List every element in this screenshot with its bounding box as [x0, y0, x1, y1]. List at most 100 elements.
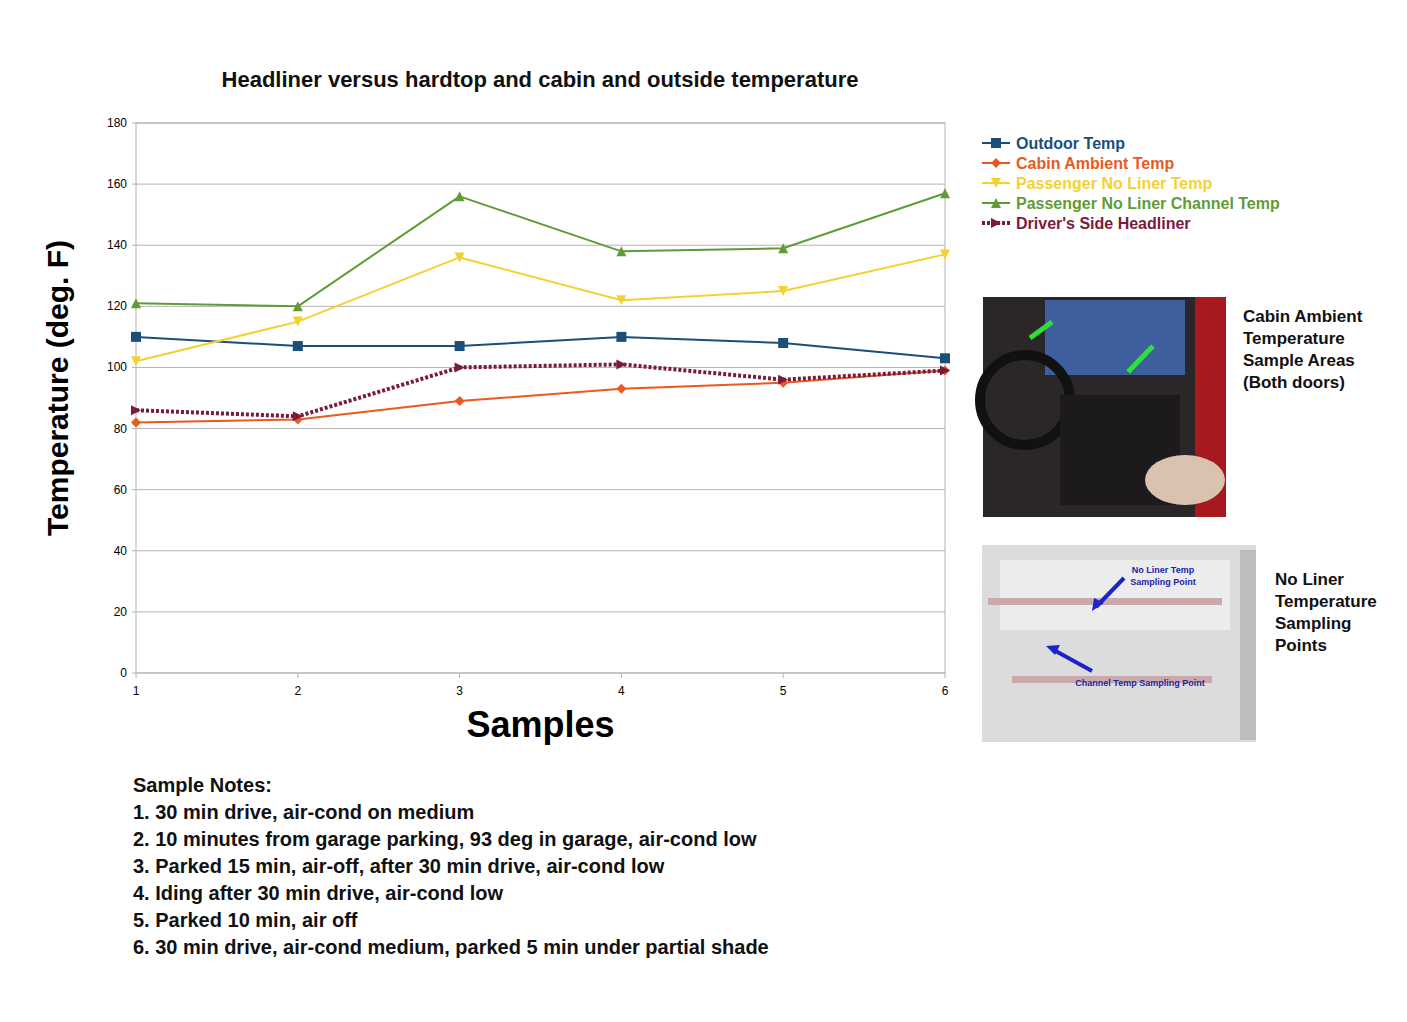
series-point: [616, 246, 626, 256]
note-item: 4. Iding after 30 min drive, air-cond lo…: [133, 882, 504, 904]
grid-line: [136, 245, 945, 246]
x-tick-label: 6: [942, 684, 949, 698]
series-point: [131, 298, 141, 308]
x-tick: [136, 673, 137, 678]
y-tick-label: 140: [107, 238, 127, 252]
note-item: 3. Parked 15 min, air-off, after 30 min …: [133, 855, 665, 877]
y-tick-label: 180: [107, 116, 127, 130]
y-tick: [132, 550, 136, 551]
series-point: [940, 249, 950, 259]
y-tick-label: 60: [114, 483, 128, 497]
y-tick: [132, 184, 136, 185]
grid-line: [136, 489, 945, 490]
chart-title: Headliner versus hardtop and cabin and o…: [222, 67, 859, 92]
series-point: [455, 252, 465, 262]
x-axis-title: Samples: [466, 704, 614, 745]
legend-marker: [991, 218, 1001, 228]
series-point: [131, 405, 141, 415]
series-point: [778, 375, 788, 385]
y-tick-label: 160: [107, 177, 127, 191]
legend-marker: [991, 178, 1001, 188]
plot-frame: [136, 123, 945, 673]
annotation-text: (Both doors): [1243, 373, 1345, 392]
annotation-text: Cabin Ambient: [1243, 307, 1363, 326]
x-tick-label: 1: [133, 684, 140, 698]
series-point: [131, 332, 141, 342]
photo-panel: [1000, 560, 1230, 630]
photo-arrow-head: [1046, 645, 1060, 655]
legend-label: Driver's Side Headliner: [1016, 215, 1191, 232]
photo-bg: [982, 545, 1256, 742]
annotation-text: Temperature: [1275, 592, 1377, 611]
series-point: [616, 332, 626, 342]
legend-label: Passenger No Liner Temp: [1016, 175, 1212, 192]
x-tick-label: 2: [294, 684, 301, 698]
series-point: [778, 286, 788, 296]
annotation-text: No Liner: [1275, 570, 1344, 589]
series-point: [131, 417, 141, 427]
grid-line: [136, 184, 945, 185]
series-line: [136, 364, 945, 416]
x-tick-label: 4: [618, 684, 625, 698]
series-line: [136, 337, 945, 358]
series-point: [455, 191, 465, 201]
legend-label: Cabin Ambient Temp: [1016, 155, 1174, 172]
series-point: [616, 359, 626, 369]
y-axis-title: Temperature (deg. F): [41, 240, 74, 536]
note-item: 6. 30 min drive, air-cond medium, parked…: [133, 936, 769, 958]
series-point: [293, 411, 303, 421]
series-line: [136, 254, 945, 361]
photo-arrow: [1052, 649, 1092, 671]
x-tick-label: 3: [456, 684, 463, 698]
y-tick: [132, 673, 136, 674]
series-point: [616, 384, 626, 394]
chart-root: Headliner versus hardtop and cabin and o…: [0, 0, 1407, 1022]
y-tick-label: 0: [120, 666, 127, 680]
y-tick-label: 40: [114, 544, 128, 558]
y-tick-label: 20: [114, 605, 128, 619]
legend-marker: [991, 158, 1001, 168]
photo-window: [1045, 300, 1185, 375]
x-tick: [459, 673, 460, 678]
y-tick: [132, 489, 136, 490]
photo-liner: [982, 545, 1256, 742]
y-tick: [132, 611, 136, 612]
x-tick: [945, 673, 946, 678]
photo-bg: [983, 297, 1226, 517]
series-point: [455, 362, 465, 372]
series-point: [940, 353, 950, 363]
notes-title: Sample Notes:: [133, 774, 272, 796]
legend-marker: [991, 138, 1001, 148]
series-point: [455, 341, 465, 351]
note-item: 2. 10 minutes from garage parking, 93 de…: [133, 828, 757, 850]
series-point: [778, 338, 788, 348]
series-point: [131, 356, 141, 366]
annotation-text: Sampling Point: [1130, 577, 1196, 587]
y-tick-label: 80: [114, 422, 128, 436]
annotation-text: Sample Areas: [1243, 351, 1355, 370]
series-point: [940, 366, 950, 376]
annotation-text: No Liner Temp: [1132, 565, 1195, 575]
photo-arrow: [1128, 346, 1153, 372]
photo-edge: [1240, 550, 1256, 740]
legend-label: Outdoor Temp: [1016, 135, 1125, 152]
photo-cabin: [980, 297, 1226, 517]
series-point: [293, 301, 303, 311]
grid-line: [136, 428, 945, 429]
annotation-text: Temperature: [1243, 329, 1345, 348]
grid-line: [136, 550, 945, 551]
photo-seat: [1145, 455, 1225, 505]
photo-arrow: [1030, 322, 1052, 338]
y-tick: [132, 123, 136, 124]
annotation-text: Sampling: [1275, 614, 1352, 633]
series-point: [940, 188, 950, 198]
y-tick: [132, 367, 136, 368]
y-tick: [132, 428, 136, 429]
series-point: [778, 243, 788, 253]
photo-arrow-head: [1092, 598, 1104, 611]
note-item: 1. 30 min drive, air-cond on medium: [133, 801, 474, 823]
note-item: 5. Parked 10 min, air off: [133, 909, 358, 931]
y-tick: [132, 245, 136, 246]
y-tick-label: 100: [107, 360, 127, 374]
x-tick: [783, 673, 784, 678]
